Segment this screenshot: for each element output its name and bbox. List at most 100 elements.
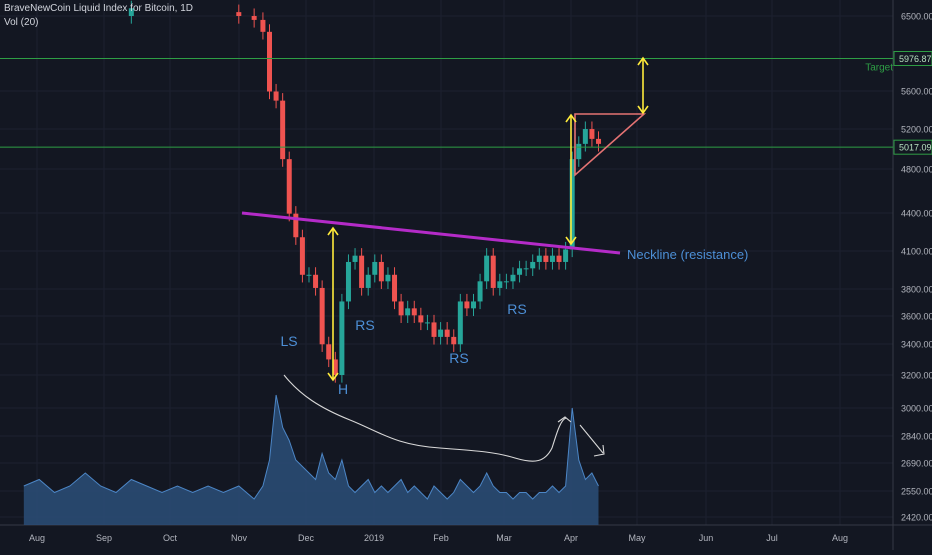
price-candle-body	[510, 274, 516, 282]
volume-trend-down-line	[579, 424, 604, 454]
time-axis-tick-label: Oct	[163, 533, 178, 543]
price-candle-body	[299, 237, 305, 275]
price-candle-body	[451, 336, 457, 345]
price-candle-body	[236, 12, 242, 16]
time-axis-tick-label: Feb	[433, 533, 449, 543]
time-axis-tick-label: Aug	[29, 533, 45, 543]
price-candle-body	[280, 100, 286, 160]
volume-trend-down-arrowhead	[593, 444, 605, 457]
price-level-tag	[893, 139, 932, 155]
price-candle-body	[319, 287, 325, 345]
price-level-label: 5976.87	[899, 54, 932, 64]
price-level-tag	[893, 51, 932, 67]
price-candle-body	[431, 322, 437, 337]
time-axis-tick-label: Nov	[231, 533, 248, 543]
head-depth-arrow	[327, 226, 339, 382]
price-candle-body	[438, 329, 444, 337]
price-candle-body	[523, 268, 529, 270]
price-candle-body	[582, 129, 588, 144]
price-candle-body	[306, 274, 312, 276]
time-axis-tick-label: Apr	[564, 533, 578, 543]
price-candle-body	[457, 301, 463, 345]
price-axis-tick-label: 3800.00	[901, 285, 932, 295]
price-axis-tick-label: 5200.00	[901, 125, 932, 135]
price-candle-body	[569, 159, 575, 250]
price-candle-body	[326, 344, 332, 360]
time-axis-tick-label: Sep	[96, 533, 112, 543]
arrow-head	[565, 236, 577, 246]
arrow-head	[327, 226, 339, 236]
pattern-label: LS	[280, 333, 297, 349]
price-candle-body	[365, 274, 371, 288]
price-axis-tick-label: 3600.00	[901, 312, 932, 322]
price-candle-body	[464, 301, 470, 309]
price-candle-body	[477, 281, 483, 302]
price-axis-tick-label: 4800.00	[901, 165, 932, 175]
volume-trend-curve	[283, 374, 567, 462]
breakout-arrow	[565, 113, 577, 246]
price-candle-body	[359, 255, 365, 288]
price-axis-tick-label: 3400.00	[901, 340, 932, 350]
volume-indicator-label: Vol (20)	[4, 17, 39, 28]
price-candle-body	[503, 281, 509, 283]
price-candle-body	[497, 281, 503, 288]
price-candle-body	[251, 16, 257, 20]
price-candle-body	[418, 315, 424, 323]
arrow-head	[637, 56, 649, 66]
arrow-head	[565, 113, 577, 123]
price-candle-body	[345, 261, 351, 302]
arrow-head	[327, 372, 339, 382]
time-axis-tick-label: Aug	[832, 533, 848, 543]
price-candle-body	[332, 359, 338, 375]
price-level-label: 5017.09	[899, 143, 932, 153]
price-candle-body	[128, 8, 134, 16]
price-candle-body	[293, 213, 299, 238]
price-candle-body	[530, 261, 536, 269]
price-candle-body	[549, 255, 555, 262]
price-candle-body	[260, 19, 266, 32]
time-axis-tick-label: Dec	[298, 533, 315, 543]
price-axis-tick-label: 4100.00	[901, 247, 932, 257]
price-candle-body	[405, 308, 411, 316]
price-axis-tick-label: 2420.00	[901, 513, 932, 523]
volume-trend-arrowhead	[557, 416, 572, 423]
time-axis-tick-label: Mar	[496, 533, 512, 543]
price-candle-body	[484, 255, 490, 282]
price-candle-body	[273, 91, 279, 101]
symbol-title: BraveNewCoin Liquid Index for Bitcoin, 1…	[4, 3, 193, 14]
volume-area	[23, 395, 599, 525]
price-candle-body	[536, 255, 542, 262]
price-candle-body	[424, 322, 430, 324]
time-axis-tick-label: Jun	[699, 533, 714, 543]
price-candle-body	[556, 255, 562, 262]
price-axis-tick-label: 4400.00	[901, 209, 932, 219]
price-candle-body	[378, 261, 384, 282]
price-candle-body	[517, 268, 523, 275]
price-candle-body	[444, 329, 450, 337]
price-axis-tick-label: 3000.00	[901, 404, 932, 414]
price-candle-body	[339, 301, 345, 375]
pattern-label: RS	[355, 317, 374, 333]
price-candle-body	[385, 274, 391, 282]
price-candle-body	[392, 274, 398, 302]
volume-line	[23, 394, 599, 500]
pattern-label: RS	[449, 350, 468, 366]
pattern-label: RS	[507, 301, 526, 317]
price-axis-tick-label: 6500.00	[901, 12, 932, 22]
price-axis-tick-label: 2690.00	[901, 459, 932, 469]
target-projection-arrow	[637, 56, 649, 115]
price-axis-tick-label: 5600.00	[901, 87, 932, 97]
time-axis-tick-label: Jul	[766, 533, 778, 543]
price-candle-body	[490, 255, 496, 288]
price-axis-tick-label: 2840.00	[901, 432, 932, 442]
price-candle-body	[313, 274, 319, 288]
price-candle-body	[352, 255, 358, 262]
price-candle-body	[596, 138, 602, 144]
arrow-head	[637, 105, 649, 115]
price-candle-body	[543, 255, 549, 262]
time-axis-tick-label: May	[628, 533, 646, 543]
price-axis-tick-label: 3200.00	[901, 371, 932, 381]
